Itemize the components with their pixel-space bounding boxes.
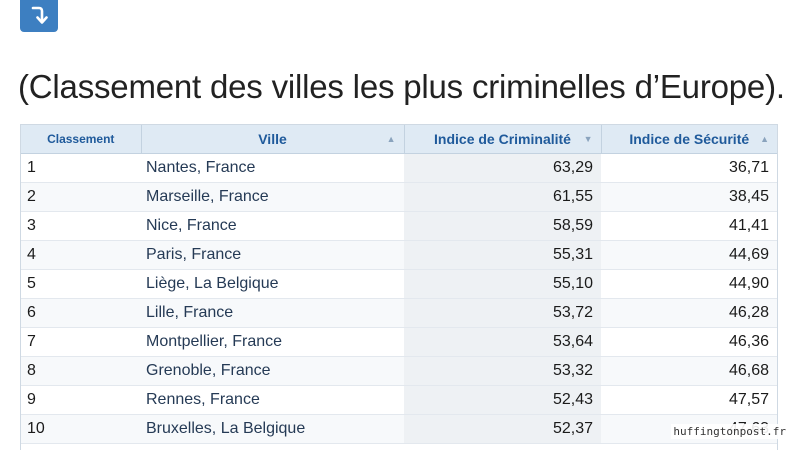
rank-cell: 5 — [21, 269, 141, 299]
table-row: 10 Bruxelles, La Belgique 52,37 47,63 — [21, 414, 777, 444]
city-cell: Nice, France — [141, 211, 404, 241]
safety-index-cell: 38,45 — [601, 182, 777, 212]
city-cell: Paris, France — [141, 240, 404, 270]
table-header-row: Classement Ville ▲ Indice de Criminalité… — [21, 125, 777, 154]
table-row: 6 Lille, France 53,72 46,28 — [21, 298, 777, 328]
rank-cell: 8 — [21, 356, 141, 386]
rank-cell: 4 — [21, 240, 141, 270]
city-cell: Lille, France — [141, 298, 404, 328]
rank-cell: 2 — [21, 182, 141, 212]
rank-cell: 10 — [21, 414, 141, 444]
table-row: 2 Marseille, France 61,55 38,45 — [21, 182, 777, 212]
sort-desc-icon[interactable]: ▼ — [583, 134, 593, 144]
crime-index-cell: 58,59 — [404, 211, 601, 241]
crime-index-cell: 63,29 — [404, 153, 601, 183]
table-row: 5 Liège, La Belgique 55,10 44,90 — [21, 269, 777, 299]
table-row: 4 Paris, France 55,31 44,69 — [21, 240, 777, 270]
safety-index-cell: 44,90 — [601, 269, 777, 299]
caption-text: (Classement des villes les plus criminel… — [18, 68, 785, 105]
city-cell: Marseille, France — [141, 182, 404, 212]
safety-index-cell: 36,71 — [601, 153, 777, 183]
crime-index-cell: 53,64 — [404, 327, 601, 357]
city-cell: Bruxelles, La Belgique — [141, 414, 404, 444]
header-classement[interactable]: Classement — [21, 125, 142, 154]
header-ville[interactable]: Ville ▲ — [141, 125, 405, 154]
city-cell: Grenoble, France — [141, 356, 404, 386]
rank-cell: 7 — [21, 327, 141, 357]
rank-cell: 3 — [21, 211, 141, 241]
ranking-table: Classement Ville ▲ Indice de Criminalité… — [20, 124, 778, 450]
header-indice-securite[interactable]: Indice de Sécurité ▲ — [601, 125, 777, 154]
safety-index-cell: 46,36 — [601, 327, 777, 357]
crime-index-cell: 55,10 — [404, 269, 601, 299]
table-row: 8 Grenoble, France 53,32 46,68 — [21, 356, 777, 386]
city-cell: Liège, La Belgique — [141, 269, 404, 299]
safety-index-cell: 46,28 — [601, 298, 777, 328]
crime-index-cell: 52,43 — [404, 385, 601, 415]
arrow-curve-down-icon[interactable] — [20, 0, 58, 32]
table-row: 7 Montpellier, France 53,64 46,36 — [21, 327, 777, 357]
safety-index-cell: 47,57 — [601, 385, 777, 415]
sort-icon[interactable]: ▲ — [760, 134, 769, 144]
safety-index-cell: 41,41 — [601, 211, 777, 241]
table-row: 3 Nice, France 58,59 41,41 — [21, 211, 777, 241]
table-row: 1 Nantes, France 63,29 36,71 — [21, 153, 777, 183]
crime-index-cell: 52,37 — [404, 414, 601, 444]
city-cell: Nantes, France — [141, 153, 404, 183]
watermark: huffingtonpost.fr — [671, 424, 788, 439]
rank-cell: 6 — [21, 298, 141, 328]
table-row: 9 Rennes, France 52,43 47,57 — [21, 385, 777, 415]
header-indice-criminalite[interactable]: Indice de Criminalité ▼ — [404, 125, 602, 154]
city-cell: Montpellier, France — [141, 327, 404, 357]
rank-cell: 1 — [21, 153, 141, 183]
safety-index-cell: 44,69 — [601, 240, 777, 270]
rank-cell: 9 — [21, 385, 141, 415]
safety-index-cell: 46,68 — [601, 356, 777, 386]
sort-icon[interactable]: ▲ — [386, 134, 396, 144]
crime-index-cell: 53,72 — [404, 298, 601, 328]
crime-index-cell: 53,32 — [404, 356, 601, 386]
crime-index-cell: 55,31 — [404, 240, 601, 270]
city-cell: Rennes, France — [141, 385, 404, 415]
crime-index-cell: 61,55 — [404, 182, 601, 212]
